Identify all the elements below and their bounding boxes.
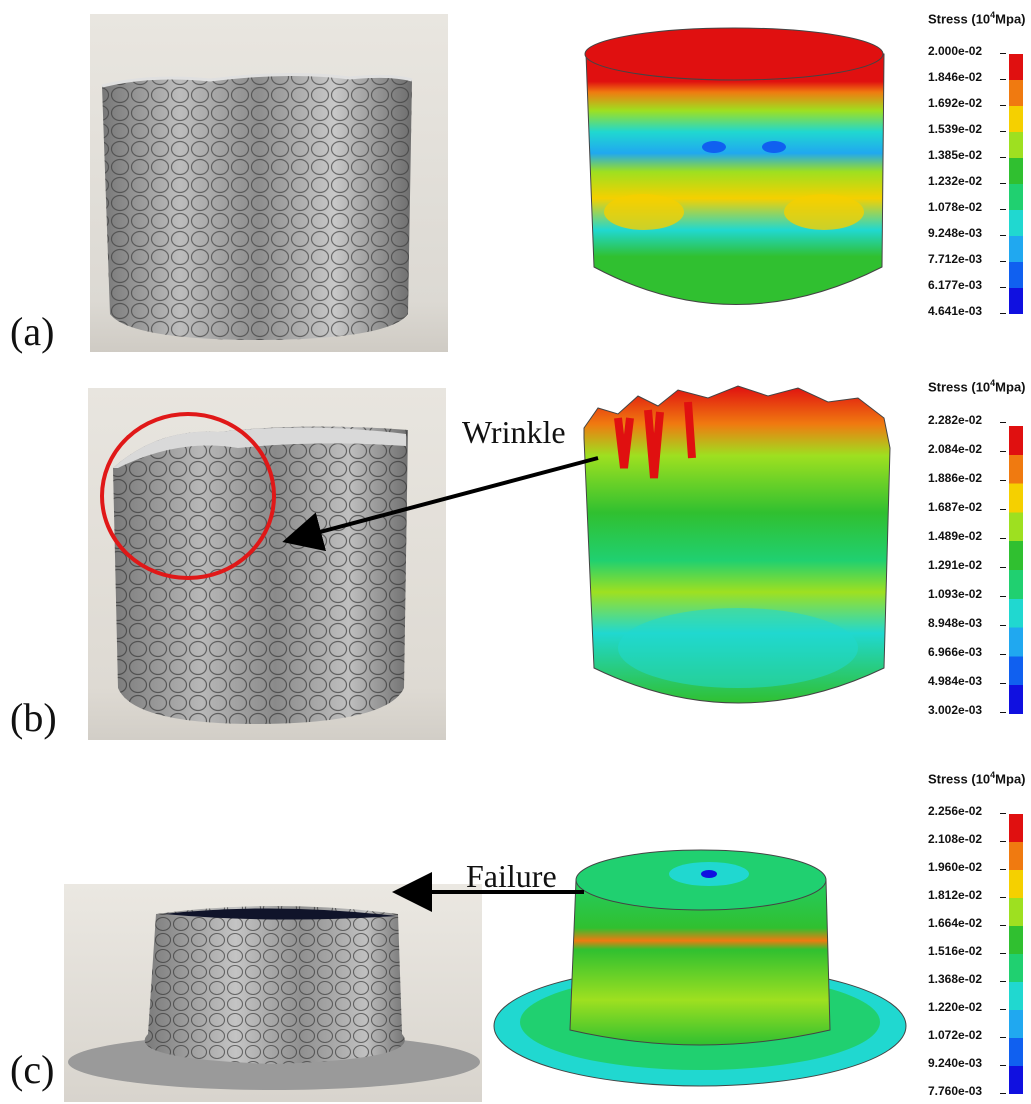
tick-b: 2.084e-02 bbox=[928, 442, 1007, 456]
photo-cup-c bbox=[64, 884, 482, 1102]
tick-a: 2.000e-02 bbox=[928, 44, 1007, 58]
legend-title-b: Stress (104Mpa) bbox=[928, 378, 1026, 395]
tick-b: 1.687e-02 bbox=[928, 500, 1007, 514]
tick-c: 9.240e-03 bbox=[928, 1056, 1007, 1070]
colorbar-a bbox=[1009, 54, 1023, 314]
photo-cup-b bbox=[88, 388, 446, 740]
tick-a: 6.177e-03 bbox=[928, 278, 1007, 292]
tick-c: 1.072e-02 bbox=[928, 1028, 1007, 1042]
tick-a: 1.078e-02 bbox=[928, 200, 1007, 214]
callout-wrinkle: Wrinkle bbox=[462, 414, 566, 450]
tick-b: 4.984e-03 bbox=[928, 674, 1007, 688]
tick-b: 1.886e-02 bbox=[928, 471, 1007, 485]
panel-label-b: (b) bbox=[10, 695, 57, 740]
tick-a: 4.641e-03 bbox=[928, 304, 1007, 318]
tick-b: 8.948e-03 bbox=[928, 616, 1007, 630]
tick-b: 1.291e-02 bbox=[928, 558, 1007, 572]
tick-c: 1.960e-02 bbox=[928, 860, 1007, 874]
tick-a: 1.846e-02 bbox=[928, 70, 1007, 84]
photo-cup-a bbox=[90, 14, 448, 352]
tick-c: 1.516e-02 bbox=[928, 944, 1007, 958]
tick-c: 1.664e-02 bbox=[928, 916, 1007, 930]
tick-a: 1.692e-02 bbox=[928, 96, 1007, 110]
sim-stress-b bbox=[578, 378, 896, 716]
legend-a: Stress (104Mpa) 2.000e-02 1.846e-02 1.69… bbox=[928, 10, 1028, 322]
tick-b: 1.489e-02 bbox=[928, 529, 1007, 543]
sim-stress-c bbox=[490, 840, 910, 1092]
panel-label-a: (a) bbox=[10, 309, 55, 354]
callout-failure: Failure bbox=[466, 858, 557, 894]
tick-c: 7.760e-03 bbox=[928, 1084, 1007, 1098]
tick-b: 2.282e-02 bbox=[928, 413, 1007, 427]
legend-title-a: Stress (104Mpa) bbox=[928, 10, 1026, 27]
tick-b: 6.966e-03 bbox=[928, 645, 1007, 659]
panel-label-c: (c) bbox=[10, 1047, 55, 1092]
tick-b: 1.093e-02 bbox=[928, 587, 1007, 601]
colorbar-c bbox=[1009, 814, 1023, 1094]
tick-a: 1.539e-02 bbox=[928, 122, 1007, 136]
tick-c: 1.812e-02 bbox=[928, 888, 1007, 902]
tick-c: 2.256e-02 bbox=[928, 804, 1007, 818]
tick-a: 1.232e-02 bbox=[928, 174, 1007, 188]
tick-c: 1.220e-02 bbox=[928, 1000, 1007, 1014]
legend-b: Stress (104Mpa) 2.282e-02 2.084e-02 1.88… bbox=[928, 378, 1028, 718]
tick-c: 1.368e-02 bbox=[928, 972, 1007, 986]
tick-c: 2.108e-02 bbox=[928, 832, 1007, 846]
legend-title-c: Stress (104Mpa) bbox=[928, 770, 1026, 787]
tick-a: 7.712e-03 bbox=[928, 252, 1007, 266]
tick-a: 9.248e-03 bbox=[928, 226, 1007, 240]
sim-stress-a bbox=[584, 12, 886, 328]
tick-a: 1.385e-02 bbox=[928, 148, 1007, 162]
legend-c: Stress (104Mpa) 2.256e-02 2.108e-02 1.96… bbox=[928, 770, 1028, 1104]
tick-b: 3.002e-03 bbox=[928, 703, 1007, 717]
colorbar-b bbox=[1009, 426, 1023, 714]
